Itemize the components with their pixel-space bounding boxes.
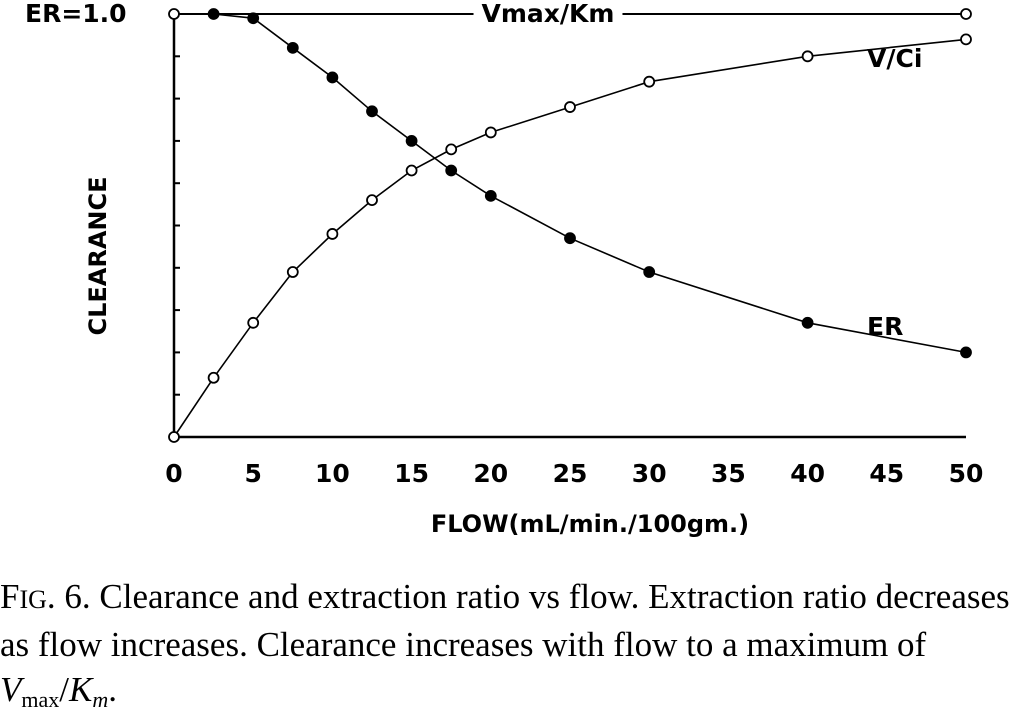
caption-text: . 6. Clearance and extraction ratio vs f… bbox=[0, 577, 1010, 664]
data-point-open bbox=[445, 143, 458, 156]
chart-labels: ER=1.0 CLEARANCE FLOW(mL/min./100gm.) Vm… bbox=[25, 0, 922, 538]
data-point-filled bbox=[643, 266, 656, 278]
data-point-filled bbox=[247, 12, 260, 25]
caption-slash: / bbox=[59, 670, 70, 709]
data-point-filled bbox=[484, 189, 497, 202]
series-markers bbox=[168, 8, 972, 443]
label-backing bbox=[473, 0, 623, 30]
x-tick-label: 0 bbox=[165, 459, 182, 488]
data-point-open bbox=[643, 75, 656, 88]
data-point-open bbox=[207, 371, 220, 384]
figure-caption: FIG. 6. Clearance and extraction ratio v… bbox=[0, 574, 1010, 712]
data-point-open bbox=[405, 164, 418, 177]
y-axis-title: CLEARANCE bbox=[84, 176, 112, 335]
x-axis-title: FLOW(mL/min./100gm.) bbox=[431, 510, 749, 538]
data-point-filled bbox=[564, 232, 576, 245]
y-top-label: ER=1.0 bbox=[25, 0, 127, 28]
series-label-vmax-km: Vmax/Km bbox=[482, 0, 615, 28]
data-point-filled bbox=[960, 346, 972, 359]
data-point-open bbox=[564, 101, 576, 113]
x-tick-label: 35 bbox=[711, 459, 746, 488]
caption-v: V bbox=[0, 670, 22, 709]
data-point-open bbox=[960, 33, 972, 46]
data-point-open bbox=[168, 431, 180, 443]
data-point-open bbox=[247, 316, 260, 329]
x-tick-label: 50 bbox=[949, 459, 984, 488]
data-point-open bbox=[286, 266, 299, 278]
series-lines bbox=[173, 13, 967, 438]
data-point-open bbox=[801, 50, 814, 63]
x-tick-label: 15 bbox=[394, 459, 429, 488]
series-label-v-ci: V/Ci bbox=[867, 44, 922, 73]
caption-fig-rest: IG bbox=[19, 585, 47, 614]
data-point-open bbox=[960, 8, 972, 20]
data-point-open bbox=[168, 8, 180, 20]
caption-k-sub: m bbox=[92, 687, 109, 712]
x-tick-label: 45 bbox=[869, 459, 904, 488]
series-line-2 bbox=[213, 13, 967, 354]
data-point-filled bbox=[207, 8, 220, 20]
x-tick-label: 30 bbox=[632, 459, 667, 488]
x-tick-label: 40 bbox=[790, 459, 825, 488]
series-label-er: ER bbox=[867, 312, 903, 341]
data-point-filled bbox=[366, 105, 378, 118]
data-point-open bbox=[366, 194, 378, 207]
x-tick-label: 10 bbox=[315, 459, 350, 488]
ticks: 0 5 10 15 20 25 30 35 40 45 50 bbox=[165, 55, 984, 488]
data-point-filled bbox=[445, 164, 458, 177]
data-point-filled bbox=[286, 41, 299, 54]
caption-end: . bbox=[108, 670, 118, 709]
data-point-open bbox=[326, 228, 339, 240]
caption-k: K bbox=[69, 670, 93, 709]
x-tick-label: 25 bbox=[553, 459, 588, 488]
clearance-chart: 0 5 10 15 20 25 30 35 40 45 50 ER=1.0 CLEARANCE FL… bbox=[25, 0, 984, 538]
data-point-filled bbox=[326, 71, 339, 84]
data-point-filled bbox=[801, 316, 814, 329]
data-point-filled bbox=[405, 134, 418, 147]
data-point-open bbox=[484, 126, 497, 139]
x-tick-label: 5 bbox=[244, 459, 261, 488]
x-tick-label: 20 bbox=[473, 459, 508, 488]
caption-fig-first: F bbox=[0, 577, 20, 616]
axes bbox=[172, 14, 966, 439]
caption-v-sub: max bbox=[21, 687, 60, 712]
